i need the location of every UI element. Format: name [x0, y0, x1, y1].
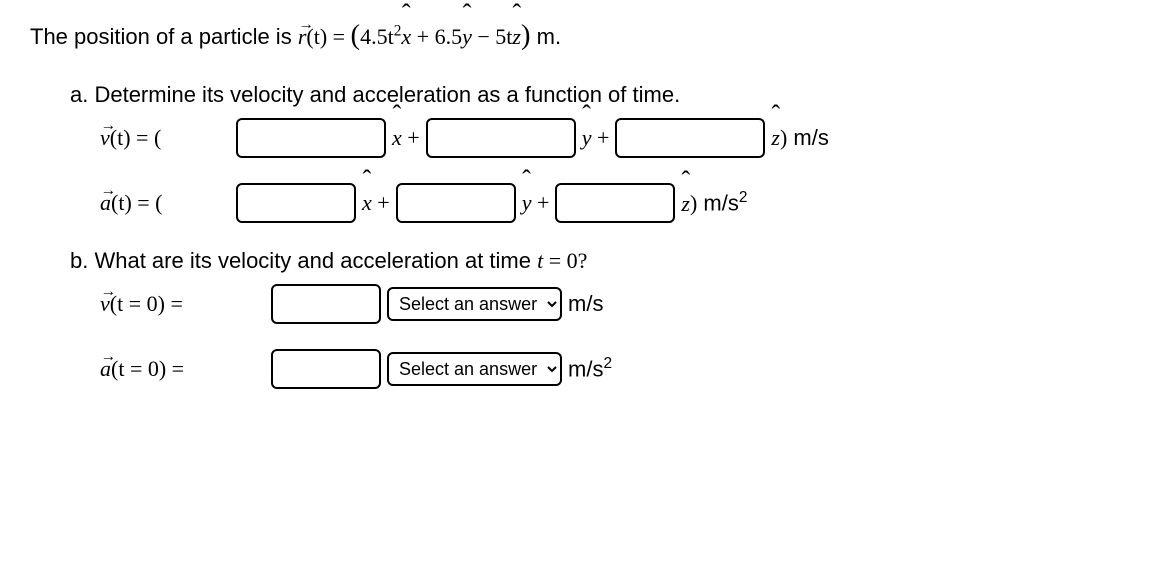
- a-yhat: y +: [522, 190, 550, 216]
- v-plus1: +: [402, 125, 420, 150]
- vector-r: r: [298, 24, 307, 50]
- a-yhat-sym: y: [522, 190, 532, 216]
- a-zhat: z) m/s2: [681, 189, 747, 216]
- accel-lhs: a(t) = (: [100, 190, 230, 216]
- vector-a: a: [100, 190, 111, 216]
- minus: −: [472, 24, 495, 49]
- a-xhat: x +: [362, 190, 390, 216]
- part-b-label: b. What are its velocity and acceleratio…: [70, 248, 1124, 274]
- part-b-pre: b. What are its velocity and acceleratio…: [70, 248, 537, 273]
- v0-direction-select[interactable]: Select an answer: [387, 287, 562, 321]
- a-xhat-sym: x: [362, 190, 372, 216]
- v0-input[interactable]: [271, 284, 381, 324]
- problem-statement: The position of a particle is r(t) = (4.…: [30, 20, 1124, 52]
- close-paren: ): [521, 20, 531, 51]
- coef1: 4.5t: [360, 24, 394, 49]
- v-x-input[interactable]: [236, 118, 386, 158]
- v-zhat-sym: z: [771, 125, 780, 151]
- v-xhat-sym: x: [392, 125, 402, 151]
- v0-lhs: v(t = 0) =: [100, 291, 265, 317]
- part-a-label: a. Determine its velocity and accelerati…: [70, 82, 1124, 108]
- a-arg: (t) = (: [111, 190, 163, 215]
- v-xhat: x +: [392, 125, 420, 151]
- open-paren: (: [351, 20, 361, 51]
- a0-row: a(t = 0) = Select an answer m/s2: [100, 349, 1124, 389]
- v-unit: m/s: [787, 125, 829, 150]
- vector-v: v: [100, 125, 110, 151]
- a-z-input[interactable]: [555, 183, 675, 223]
- part-b-post: = 0?: [543, 248, 587, 273]
- vector-a0: a: [100, 356, 111, 382]
- v0-row: v(t = 0) = Select an answer m/s: [100, 284, 1124, 324]
- coef2: 6.5: [435, 24, 463, 49]
- v-zhat: z) m/s: [771, 125, 828, 151]
- a0-unit: m/s: [568, 357, 603, 382]
- a0-unit-exp: 2: [603, 355, 612, 372]
- accel-row: a(t) = ( x + y + z) m/s2: [100, 183, 1124, 223]
- intro-prefix: The position of a particle is: [30, 24, 298, 49]
- a0-unit-wrap: m/s2: [568, 355, 612, 382]
- vector-v0: v: [100, 291, 110, 317]
- intro-unit: m.: [537, 24, 561, 49]
- problem-container: The position of a particle is r (t) = ( 4.…: [30, 20, 1124, 389]
- a0-direction-select[interactable]: Select an answer: [387, 352, 562, 386]
- a0-input[interactable]: [271, 349, 381, 389]
- velocity-lhs: v(t) = (: [100, 125, 230, 151]
- v-yhat: y +: [582, 125, 610, 151]
- a-y-input[interactable]: [396, 183, 516, 223]
- a-plus1: +: [372, 190, 390, 215]
- plus1: +: [411, 24, 434, 49]
- a0-lhs: a(t = 0) =: [100, 356, 265, 382]
- coef3: 5t: [495, 24, 512, 49]
- a-plus2: +: [531, 190, 549, 215]
- v-y-input[interactable]: [426, 118, 576, 158]
- a0-arg: (t = 0) =: [111, 356, 184, 381]
- part-a: a. Determine its velocity and accelerati…: [30, 82, 1124, 223]
- x-hat: x: [401, 24, 411, 50]
- v-z-input[interactable]: [615, 118, 765, 158]
- a-x-input[interactable]: [236, 183, 356, 223]
- v-plus2: +: [591, 125, 609, 150]
- v-yhat-sym: y: [582, 125, 592, 151]
- a-unit-exp: 2: [739, 189, 748, 206]
- v-arg: (t) = (: [110, 125, 162, 150]
- a-unit: m/s: [697, 191, 739, 216]
- velocity-row: v(t) = ( x + y + z) m/s: [100, 118, 1124, 158]
- v0-unit: m/s: [568, 291, 603, 317]
- y-hat: y: [462, 24, 472, 50]
- z-hat: z: [512, 24, 521, 50]
- part-b: b. What are its velocity and acceleratio…: [30, 248, 1124, 389]
- a-zhat-sym: z: [681, 191, 690, 217]
- v0-arg: (t = 0) =: [110, 291, 183, 316]
